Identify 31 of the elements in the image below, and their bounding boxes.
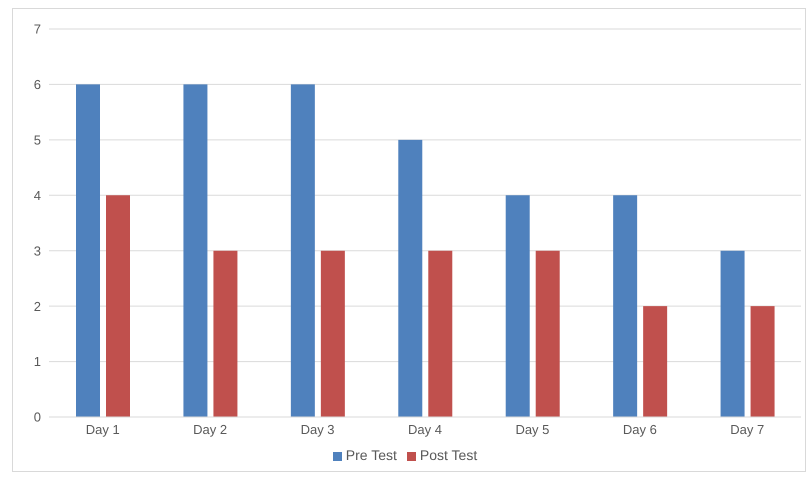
y-tick-label: 5: [34, 132, 41, 148]
bar: [506, 195, 530, 417]
bar: [290, 84, 315, 417]
x-tick-label: Day 2: [193, 422, 228, 438]
bar: [106, 195, 130, 417]
y-tick-label: 6: [34, 77, 41, 92]
legend-label: Post Test: [420, 447, 478, 463]
bar: [613, 195, 638, 417]
y-tick-label: 0: [34, 410, 41, 425]
y-tick-label: 3: [34, 243, 41, 258]
bar: [183, 84, 208, 417]
bar: [428, 250, 452, 417]
x-tick-label: Day 6: [622, 422, 657, 438]
bar: [720, 250, 745, 417]
y-tick-label: 4: [34, 188, 41, 203]
x-tick-label: Day 1: [86, 422, 120, 438]
y-tick-label: 1: [34, 354, 41, 370]
x-tick-label: Day 5: [515, 422, 550, 438]
bar: [536, 250, 560, 417]
x-tick-label: Day 7: [730, 422, 764, 438]
x-tick-label: Day 3: [300, 422, 335, 438]
legend-label: Pre Test: [346, 447, 397, 463]
bar: [320, 250, 345, 417]
x-tick-label: Day 4: [408, 422, 442, 438]
bar: [643, 306, 668, 417]
bar: [750, 306, 775, 417]
y-tick-label: 2: [34, 298, 41, 314]
bar: [76, 84, 100, 417]
bar: [213, 250, 238, 417]
y-tick-label: 7: [34, 22, 41, 37]
bar: [398, 140, 422, 417]
